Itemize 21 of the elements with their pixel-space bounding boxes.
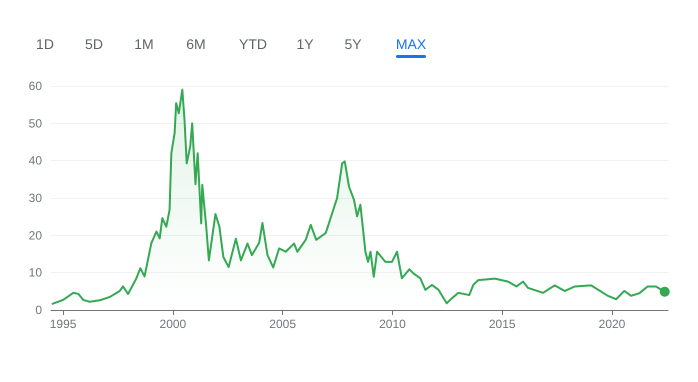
text: 5Y (344, 36, 362, 52)
y-tick-label: 60 (28, 79, 42, 93)
y-tick-label: 20 (28, 228, 42, 242)
text: 6M (186, 36, 206, 52)
x-tick-label: 1995 (50, 317, 77, 331)
y-tick-label: 0 (35, 303, 42, 317)
y-tick-label: 10 (28, 266, 42, 280)
x-tick-label: 2010 (379, 317, 406, 331)
x-tick-label: 2020 (598, 317, 626, 331)
text: YTD (239, 36, 267, 52)
text: 1D (36, 36, 54, 52)
y-tick-label: 50 (28, 116, 42, 130)
x-tick-label: 2000 (160, 317, 187, 331)
x-tick-label: 2005 (269, 317, 296, 331)
text: 1Y (296, 36, 314, 52)
text: 1M (134, 36, 154, 52)
x-tick-label: 2015 (488, 317, 516, 331)
text: MAX (396, 36, 426, 52)
y-tick-label: 40 (28, 154, 42, 168)
y-tick-label: 30 (28, 191, 42, 205)
text: 5D (85, 36, 103, 52)
